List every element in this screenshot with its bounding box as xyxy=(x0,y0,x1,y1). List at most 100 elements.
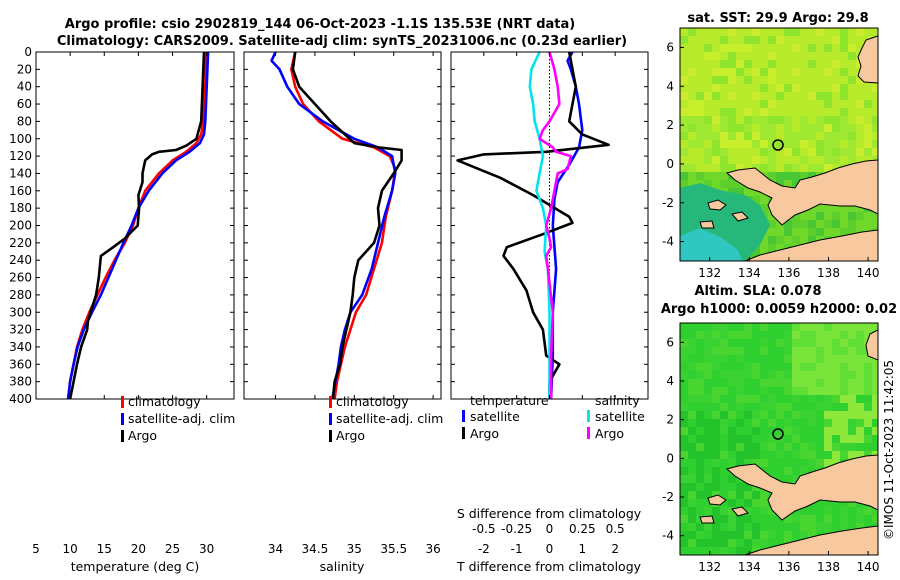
map-cell xyxy=(760,84,768,92)
map-cell xyxy=(792,44,800,52)
map-cell xyxy=(776,403,784,411)
map-cell xyxy=(824,108,832,116)
map-cell xyxy=(856,140,864,148)
map-cell xyxy=(856,427,864,435)
map-cell xyxy=(760,331,768,339)
map-cell xyxy=(776,339,784,347)
difference-series-group xyxy=(456,52,610,399)
map-cell xyxy=(744,403,752,411)
map-cell xyxy=(864,371,872,379)
map-cell xyxy=(808,52,816,60)
map-cell xyxy=(832,515,840,523)
map-cell xyxy=(728,515,736,523)
map-cell xyxy=(712,68,720,76)
map-cell xyxy=(832,132,840,140)
map-cell xyxy=(712,347,720,355)
map-cell xyxy=(784,395,792,403)
map-cell xyxy=(704,531,712,539)
map-cell xyxy=(688,363,696,371)
map-cell xyxy=(816,92,824,100)
map-cell xyxy=(848,228,856,236)
map-cell xyxy=(832,28,840,36)
s-tick-label: -0.25 xyxy=(501,522,532,536)
map-cell xyxy=(736,355,744,363)
map-cell xyxy=(752,411,760,419)
map-cell xyxy=(848,220,856,228)
map-cell xyxy=(720,411,728,419)
map-cell xyxy=(712,435,720,443)
y-tick-label: 160 xyxy=(9,184,32,198)
map-cell xyxy=(728,116,736,124)
map-cell xyxy=(824,132,832,140)
map-cell xyxy=(720,531,728,539)
map-cell xyxy=(784,180,792,188)
map-cell xyxy=(768,68,776,76)
map-cell xyxy=(792,467,800,475)
map-cell xyxy=(840,451,848,459)
map-cell xyxy=(832,228,840,236)
map-cell xyxy=(800,164,808,172)
map-cell xyxy=(680,172,688,180)
difference-x-ticks: -2 -1 0 1 2 xyxy=(478,52,619,556)
map-cell xyxy=(688,499,696,507)
map-cell xyxy=(856,28,864,36)
map-cell xyxy=(696,483,704,491)
map-cell xyxy=(848,451,856,459)
map-cell xyxy=(776,100,784,108)
x-tick-label: -2 xyxy=(478,542,490,556)
map-cell xyxy=(824,435,832,443)
x-tick-label: 10 xyxy=(62,542,77,556)
map-cell xyxy=(688,331,696,339)
map-cell xyxy=(848,523,856,531)
map-cell xyxy=(824,371,832,379)
map-cell xyxy=(840,28,848,36)
map-cell xyxy=(680,323,688,331)
map-cell xyxy=(736,387,744,395)
map-cell xyxy=(696,507,704,515)
map-cell xyxy=(832,379,840,387)
map-cell xyxy=(744,483,752,491)
map-cell xyxy=(728,28,736,36)
map-cell xyxy=(800,28,808,36)
map-cell xyxy=(808,339,816,347)
map-cell xyxy=(696,68,704,76)
map-cell xyxy=(824,363,832,371)
map-cell xyxy=(792,531,800,539)
map-cell xyxy=(720,140,728,148)
map-cell xyxy=(816,395,824,403)
map-cell xyxy=(736,483,744,491)
map-cell xyxy=(736,164,744,172)
map-cell xyxy=(784,387,792,395)
map-cell xyxy=(784,124,792,132)
map-cell xyxy=(752,132,760,140)
map-cell xyxy=(752,331,760,339)
legend-label-climatology: climatology xyxy=(336,394,409,409)
map-cell xyxy=(856,156,864,164)
map-cell xyxy=(800,84,808,92)
map-cell xyxy=(704,60,712,68)
map-cell xyxy=(760,52,768,60)
map-cell xyxy=(720,419,728,427)
map-cell xyxy=(792,347,800,355)
map-cell xyxy=(864,451,872,459)
map-cell xyxy=(824,228,832,236)
y-tick-label: 200 xyxy=(9,219,32,233)
map-cell xyxy=(744,339,752,347)
map-cell xyxy=(760,363,768,371)
map-cell xyxy=(848,395,856,403)
map-cell xyxy=(808,68,816,76)
map-cell xyxy=(856,395,864,403)
map-cell xyxy=(720,92,728,100)
sst-map-title: sat. SST: 29.9 Argo: 29.8 xyxy=(687,11,868,26)
y-tick-label: 240 xyxy=(9,253,32,267)
map-cell xyxy=(744,539,752,547)
map-cell xyxy=(800,100,808,108)
map-cell xyxy=(784,220,792,228)
legend-label-satellite-adj: satellite-adj. clim xyxy=(128,411,235,426)
map-cell xyxy=(800,459,808,467)
map-cell xyxy=(792,371,800,379)
temperature-legend: climatology satellite-adj. clim Argo xyxy=(121,394,235,443)
map-cell xyxy=(712,132,720,140)
map-cell xyxy=(776,236,784,244)
map-cell xyxy=(792,92,800,100)
